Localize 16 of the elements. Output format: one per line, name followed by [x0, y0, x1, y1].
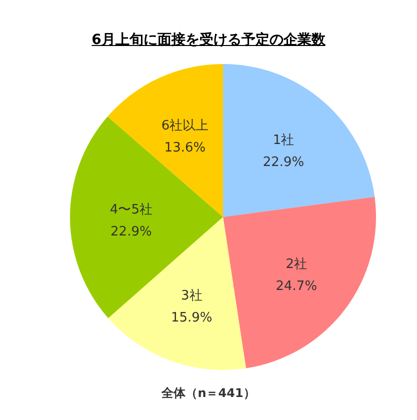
- slice-label: 3社: [180, 288, 202, 304]
- pie-slice: [108, 217, 246, 370]
- pie-slice: [223, 196, 376, 368]
- slice-label: 6社以上: [161, 118, 209, 134]
- slice-label: 4〜5社: [110, 202, 152, 218]
- text: 全体（n＝441）: [160, 385, 256, 402]
- data-label: 24.7%: [276, 279, 318, 294]
- slice-label: 1社: [272, 132, 294, 148]
- data-label: 22.9%: [262, 154, 304, 170]
- chart-title: 6月上旬に面接を受ける予定の企業数: [90, 31, 326, 49]
- data-label: 22.9%: [110, 224, 152, 240]
- pie-slice: [108, 64, 223, 217]
- data-label: 13.6%: [164, 140, 206, 156]
- pie-slice: [223, 64, 375, 217]
- data-label: 15.9%: [170, 310, 212, 326]
- slice-label: 2社: [286, 257, 308, 272]
